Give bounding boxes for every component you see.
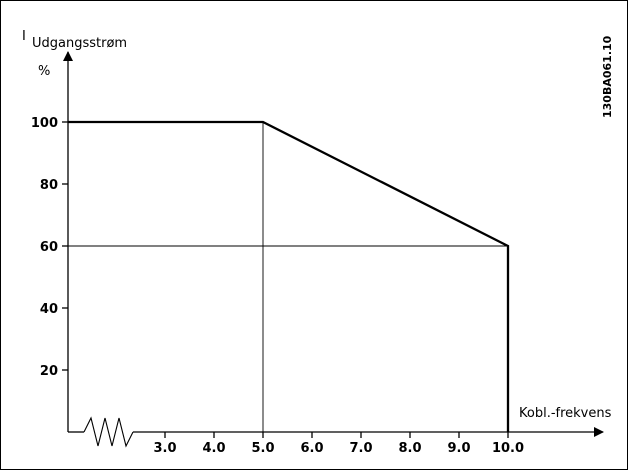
figure-code: 130BA061.10 — [601, 35, 614, 118]
y-tick-label: 60 — [40, 240, 58, 255]
x-tick-label: 6.0 — [300, 441, 323, 456]
x-tick-label: 9.0 — [447, 441, 470, 456]
x-tick-label: 4.0 — [202, 441, 225, 456]
y-axis-symbol: I — [22, 29, 26, 44]
x-ticks: 3.0 4.0 5.0 6.0 7.0 8.0 9.0 10.0 — [153, 432, 524, 456]
x-axis-label: Kobl.-frekvens — [519, 406, 612, 421]
x-tick-label: 3.0 — [153, 441, 176, 456]
axes — [68, 52, 603, 446]
y-axis-label: Udgangsstrøm — [32, 36, 127, 51]
series — [68, 122, 508, 432]
y-tick-label: 40 — [40, 302, 58, 317]
axis-break-zigzag — [84, 418, 133, 446]
x-tick-label: 8.0 — [398, 441, 421, 456]
x-tick-label: 5.0 — [251, 441, 274, 456]
y-tick-label: 20 — [40, 364, 58, 379]
y-tick-label: 80 — [40, 178, 58, 193]
guide-lines — [68, 122, 508, 432]
y-axis-unit: % — [38, 64, 50, 79]
y-ticks: 20 40 60 80 100 — [31, 116, 68, 379]
x-tick-label: 7.0 — [349, 441, 372, 456]
x-tick-label: 10.0 — [492, 441, 524, 456]
derating-curve — [68, 122, 508, 432]
y-tick-label: 100 — [31, 116, 58, 131]
